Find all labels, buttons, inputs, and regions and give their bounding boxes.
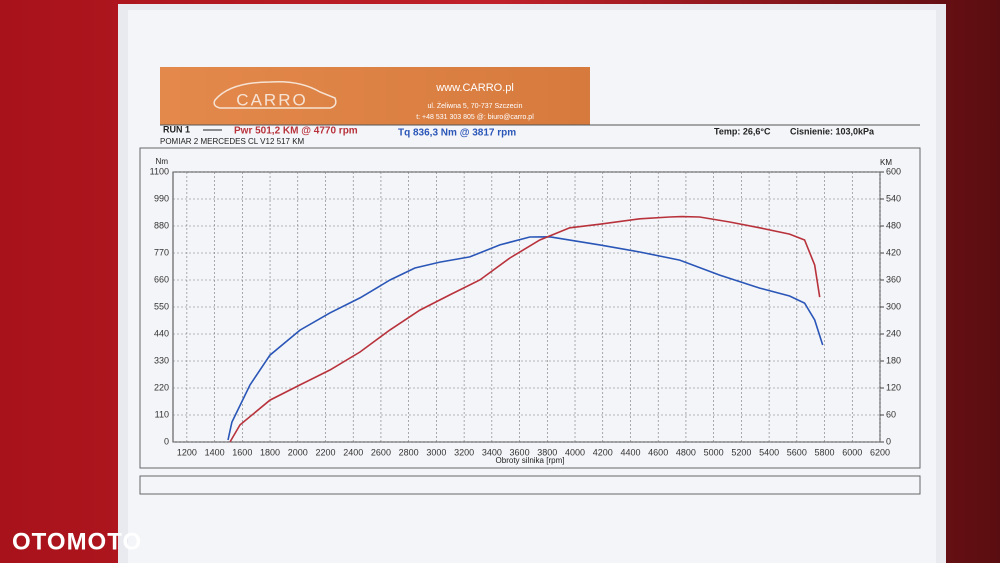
x-tick-label: 4600 xyxy=(648,447,668,457)
footer-frame xyxy=(139,475,921,495)
banner xyxy=(160,67,590,125)
plot: 0 110 220 330 440 550 660 770 880 990 1100 0 60 120 18… xyxy=(150,166,901,457)
chart-frame xyxy=(139,147,921,469)
y2-tick-label: 480 xyxy=(886,220,901,230)
website: www.CARRO.pl xyxy=(435,82,514,94)
series-line xyxy=(227,235,824,441)
x-tick-label: 4200 xyxy=(593,447,613,457)
temperature: Temp: 26,6°C xyxy=(714,126,771,136)
y2-tick-label: 60 xyxy=(886,409,896,419)
address: ul. Żeliwna 5, 70-737 Szczecin xyxy=(428,101,523,110)
x-tick-label: 4400 xyxy=(620,447,640,457)
y-tick-label: 990 xyxy=(154,193,169,203)
x-tick-label: 5800 xyxy=(815,447,835,457)
x-tick-label: 2200 xyxy=(315,447,335,457)
x-tick-label: 6200 xyxy=(870,447,890,457)
y2-tick-label: 540 xyxy=(886,193,901,203)
x-tick-label: 5400 xyxy=(759,447,779,457)
y2-tick-label: 120 xyxy=(886,382,901,392)
y-tick-label: 0 xyxy=(164,436,169,446)
y-tick-label: 660 xyxy=(154,274,169,284)
y-tick-label: 550 xyxy=(154,301,169,311)
torque-label: Tq 836,3 Nm @ 3817 rpm xyxy=(398,128,516,139)
y2-tick-label: 600 xyxy=(886,166,901,176)
y2-tick-label: 300 xyxy=(886,301,901,311)
x-tick-label: 3600 xyxy=(510,447,530,457)
x-tick-label: 1600 xyxy=(232,447,252,457)
y2-tick-label: 420 xyxy=(886,247,901,257)
y2-tick-label: 0 xyxy=(886,436,891,446)
x-tick-label: 3200 xyxy=(454,447,474,457)
subtitle: POMIAR 2 MERCEDES CL V12 517 KM xyxy=(160,137,305,146)
x-axis-label: Obroty silnika [rpm] xyxy=(496,456,565,465)
y2-tick-label: 360 xyxy=(886,274,901,284)
x-tick-label: 1400 xyxy=(205,447,225,457)
x-tick-label: 2000 xyxy=(288,447,308,457)
logo-text: CARRO xyxy=(236,90,307,109)
x-tick-label: 3000 xyxy=(426,447,446,457)
x-tick-label: 2400 xyxy=(343,447,363,457)
y-tick-label: 330 xyxy=(154,355,169,365)
x-tick-label: 1200 xyxy=(177,447,197,457)
y2-tick-label: 240 xyxy=(886,328,901,338)
pressure: Cisnienie: 103,0kPa xyxy=(790,126,875,136)
x-tick-label: 1800 xyxy=(260,447,280,457)
y-tick-label: 880 xyxy=(154,220,169,230)
x-tick-label: 5200 xyxy=(731,447,751,457)
car-logo xyxy=(213,80,337,109)
y-tick-label: 110 xyxy=(155,409,169,419)
y-axis-label: Nm xyxy=(156,157,169,166)
x-tick-label: 3400 xyxy=(482,447,502,457)
x-tick-label: 2800 xyxy=(399,447,419,457)
x-tick-label: 5000 xyxy=(704,447,724,457)
x-tick-label: 3800 xyxy=(537,447,557,457)
x-tick-label: 4000 xyxy=(565,447,585,457)
y2-axis-label: KM xyxy=(880,158,892,167)
x-tick-label: 2600 xyxy=(371,447,391,457)
y-tick-label: 220 xyxy=(154,382,169,392)
y2-tick-label: 180 xyxy=(886,355,901,365)
power-label: Pwr 501,2 KM @ 4770 rpm xyxy=(234,126,358,137)
x-tick-label: 5600 xyxy=(787,447,807,457)
x-tick-label: 6000 xyxy=(842,447,862,457)
y-tick-label: 440 xyxy=(154,328,169,338)
y-tick-label: 770 xyxy=(154,247,169,257)
series-line xyxy=(229,215,821,443)
x-tick-label: 4800 xyxy=(676,447,696,457)
watermark: OTOMOTO xyxy=(12,528,142,555)
contact: t: +48 531 303 805 @: biuro@carro.pl xyxy=(416,114,534,121)
run-label: RUN 1 xyxy=(163,124,190,134)
y-tick-label: 1100 xyxy=(150,166,169,176)
